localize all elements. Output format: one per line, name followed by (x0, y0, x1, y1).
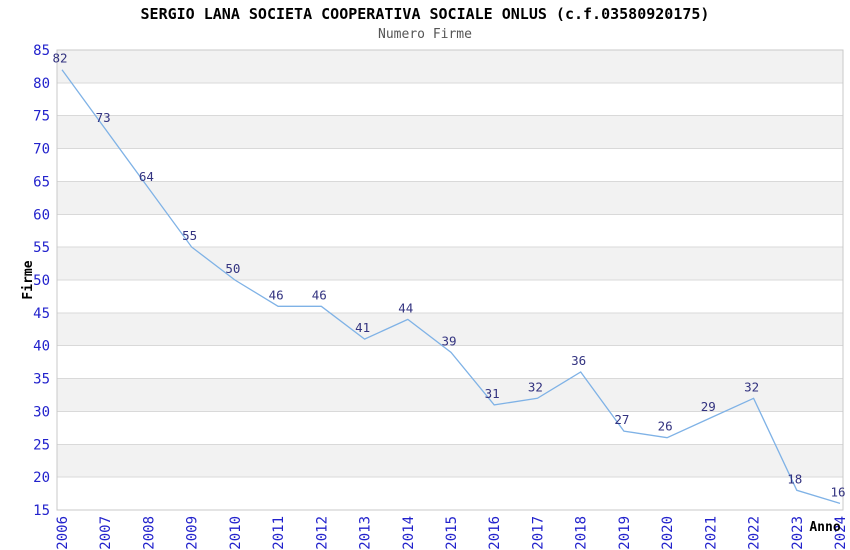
x-tick-label: 2016 (487, 516, 503, 550)
data-point-label: 39 (441, 333, 456, 348)
data-point-label: 36 (571, 353, 586, 368)
x-tick-label: 2024 (833, 516, 849, 550)
y-tick-label: 35 (33, 372, 50, 388)
y-tick-label: 40 (33, 339, 50, 355)
plot-band (57, 247, 843, 280)
y-tick-label: 80 (33, 76, 50, 92)
y-axis-title: Firme (21, 260, 36, 299)
x-tick-label: 2021 (703, 516, 719, 550)
plot-band (57, 148, 843, 182)
data-point-label: 64 (139, 169, 154, 184)
plot-band (57, 50, 843, 83)
data-point-label: 16 (830, 484, 845, 499)
data-point-label: 18 (787, 471, 802, 486)
data-point-label: 46 (312, 287, 327, 302)
plot-border (56, 49, 844, 511)
plot-band (57, 411, 843, 445)
y-tick-label: 30 (33, 404, 50, 420)
chart-title: SERGIO LANA SOCIETA COOPERATIVA SOCIALE … (140, 5, 710, 23)
plot-band (57, 82, 843, 116)
series-line (61, 69, 841, 505)
data-point-label: 50 (225, 261, 240, 276)
x-axis-title: Anno (809, 520, 840, 535)
plot-band (57, 214, 843, 248)
x-tick-label: 2022 (747, 516, 763, 550)
x-tick-label: 2008 (141, 516, 157, 550)
y-tick-label: 50 (33, 273, 50, 289)
x-tick-label: 2020 (660, 516, 676, 550)
x-tick-label: 2010 (228, 516, 244, 550)
x-tick-label: 2013 (358, 516, 374, 550)
x-tick-label: 2015 (444, 516, 460, 550)
x-tick-label: 2012 (314, 516, 330, 550)
plot-band (57, 444, 843, 478)
y-tick-label: 75 (33, 109, 50, 125)
data-point-label: 44 (398, 300, 413, 315)
plot-band (57, 280, 843, 313)
x-tick-label: 2019 (617, 516, 633, 550)
y-tick-label: 55 (33, 240, 50, 256)
plot-band (57, 477, 843, 510)
data-point-label: 26 (658, 419, 673, 434)
x-tick-label: 2009 (185, 516, 201, 550)
data-point-label: 32 (528, 379, 543, 394)
data-point-label: 82 (52, 51, 67, 66)
data-point-label: 73 (96, 110, 111, 125)
x-tick-label: 2007 (98, 516, 114, 550)
y-tick-label: 15 (33, 503, 50, 519)
y-tick-label: 25 (33, 437, 50, 453)
plot-band (57, 345, 843, 379)
y-tick-label: 70 (33, 142, 50, 158)
x-tick-label: 2023 (790, 516, 806, 550)
y-tick-label: 65 (33, 174, 50, 190)
plot-band (57, 115, 843, 149)
x-tick-label: 2006 (55, 516, 71, 550)
y-tick-label: 60 (33, 207, 50, 223)
data-point-label: 55 (182, 228, 197, 243)
y-tick-label: 45 (33, 306, 50, 322)
x-tick-label: 2017 (530, 516, 546, 550)
chart-subtitle: Numero Firme (378, 27, 472, 42)
y-tick-label: 20 (33, 470, 50, 486)
x-tick-label: 2018 (574, 516, 590, 550)
data-point-label: 29 (701, 399, 716, 414)
plot-band (57, 312, 843, 346)
data-point-label: 46 (269, 287, 284, 302)
x-tick-label: 2014 (401, 516, 417, 550)
y-tick-label: 85 (33, 43, 50, 59)
data-point-label: 31 (485, 386, 500, 401)
plot-band (57, 378, 843, 412)
x-tick-label: 2011 (271, 516, 287, 550)
data-point-label: 27 (614, 412, 629, 427)
data-point-label: 41 (355, 320, 370, 335)
plot-band (57, 181, 843, 215)
data-point-label: 32 (744, 379, 759, 394)
